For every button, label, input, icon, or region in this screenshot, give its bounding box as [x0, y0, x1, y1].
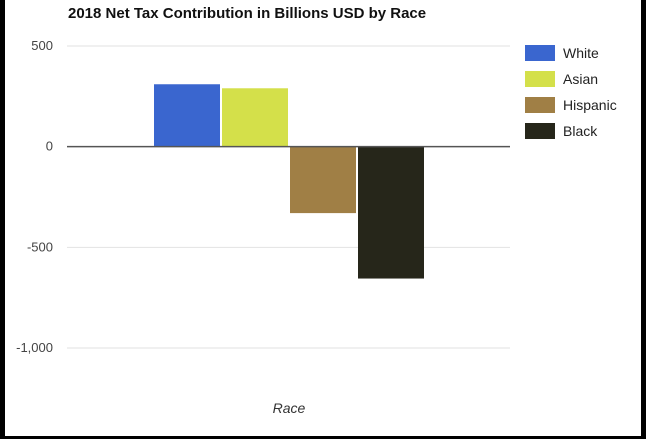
- bars: [154, 84, 424, 279]
- y-tick-label: 500: [31, 38, 53, 53]
- legend-swatch-white: [525, 45, 555, 61]
- bar-asian: [222, 88, 288, 147]
- chart-title: 2018 Net Tax Contribution in Billions US…: [68, 5, 426, 22]
- legend-label-white: White: [563, 45, 599, 61]
- legend-label-hispanic: Hispanic: [563, 97, 617, 113]
- grid-lines: [67, 45, 510, 349]
- y-axis-tick-labels: 500 0 -500 -1,000: [16, 38, 53, 355]
- legend-swatch-hispanic: [525, 97, 555, 113]
- bar-hispanic: [290, 146, 356, 214]
- bar-black: [358, 146, 424, 279]
- legend-label-black: Black: [563, 123, 598, 139]
- x-axis-label: Race: [273, 400, 306, 416]
- y-tick-label: -1,000: [16, 340, 53, 355]
- legend-swatch-asian: [525, 71, 555, 87]
- y-tick-label: 0: [46, 139, 53, 154]
- legend-label-asian: Asian: [563, 71, 598, 87]
- bar-white: [154, 84, 220, 147]
- chart-panel: 2018 Net Tax Contribution in Billions US…: [5, 0, 641, 436]
- y-tick-label: -500: [27, 239, 53, 254]
- bar-chart: 2018 Net Tax Contribution in Billions US…: [16, 5, 617, 416]
- legend: White Asian Hispanic Black: [525, 45, 617, 139]
- legend-swatch-black: [525, 123, 555, 139]
